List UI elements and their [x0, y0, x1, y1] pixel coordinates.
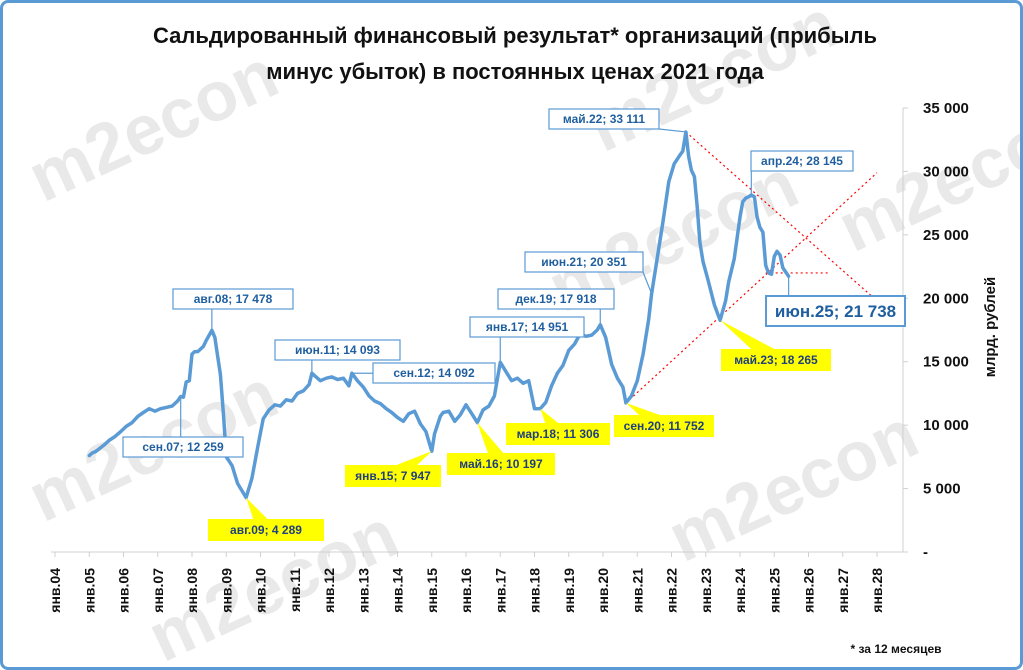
callout-label: авг.08; 17 478	[194, 292, 273, 306]
callout-box	[345, 465, 441, 487]
callout-label: дек.19; 17 918	[515, 292, 596, 306]
callout: авг.09; 4 289	[208, 497, 324, 541]
y-axis-ticks: - 5 000 10 000 15 000 20 000 25 000 30 000 35 0…	[903, 100, 969, 561]
x-tick-label: янв.18	[527, 568, 543, 613]
x-tick-label: янв.28	[869, 568, 885, 613]
x-tick-label: янв.05	[81, 568, 97, 613]
x-tick-label: янв.23	[698, 568, 714, 613]
x-tick-label: янв.20	[595, 568, 611, 613]
x-tick-label: янв.13	[355, 568, 371, 613]
x-tick-label: янв.19	[561, 568, 577, 613]
callout: авг.08; 17 478	[172, 288, 294, 331]
y-tick-label: 25 000	[923, 227, 969, 244]
callout: май.23; 18 265	[720, 320, 831, 371]
callout-label: июн.11; 14 093	[295, 343, 380, 357]
x-tick-label: янв.15	[424, 568, 440, 613]
callout-box	[469, 316, 585, 338]
callout-label: мар.18; 11 306	[517, 427, 600, 441]
callout-label: сен.07; 12 259	[142, 440, 224, 454]
callout-box	[497, 288, 615, 310]
series-line	[87, 130, 791, 500]
footnote: * за 12 месяцев	[851, 642, 942, 656]
x-tick-label: янв.25	[766, 568, 782, 613]
callout-box	[506, 423, 610, 445]
callout-label: май.22; 33 111	[563, 112, 645, 126]
callout: сен.07; 12 259	[122, 396, 244, 458]
x-axis-ticks: янв.04 янв.05 янв.06 янв.07 янв.08 янв.09 янв.…	[47, 552, 885, 613]
x-tick-label: янв.10	[253, 568, 269, 613]
callout-box	[548, 108, 660, 130]
x-tick-label: янв.14	[390, 568, 406, 613]
watermark-text: m2econ	[16, 34, 289, 217]
callout-leader	[658, 128, 686, 133]
callout-box	[614, 415, 714, 437]
callout-label: янв.17; 14 951	[486, 320, 569, 334]
callout: май.16; 10 197	[447, 422, 555, 475]
y-tick-label: 35 000	[923, 100, 969, 117]
x-tick-label: янв.04	[47, 568, 63, 613]
y-tick-label: -	[923, 544, 928, 561]
x-tick-label: янв.24	[732, 568, 748, 613]
callout: мар.18; 11 306	[506, 408, 610, 445]
y-tick-label: 20 000	[923, 290, 969, 307]
x-tick-label: янв.07	[150, 568, 166, 613]
callout: июн.21; 20 351	[524, 251, 653, 295]
callout: янв.15; 7 947	[345, 451, 441, 487]
callout: апр.24; 28 145	[750, 150, 854, 195]
callout-label: авг.09; 4 289	[230, 523, 302, 537]
x-tick-label: янв.16	[458, 568, 474, 613]
x-tick-label: янв.12	[321, 568, 337, 613]
x-tick-label: янв.21	[629, 568, 645, 613]
y-tick-label: 15 000	[923, 354, 969, 371]
callout-label: апр.24; 28 145	[761, 154, 843, 168]
x-tick-label: янв.22	[664, 568, 680, 613]
callout-label: июн.25; 21 738	[775, 302, 896, 321]
x-tick-label: янв.11	[287, 568, 303, 612]
callout-leader	[642, 271, 653, 295]
callout-box	[274, 339, 401, 361]
callout: июн.25; 21 738	[765, 276, 906, 327]
callout-box	[524, 251, 644, 273]
x-tick-label: янв.27	[835, 568, 851, 613]
x-tick-label: янв.06	[116, 568, 132, 613]
callout-box	[122, 436, 244, 458]
callout-label: май.23; 18 265	[734, 353, 818, 367]
callout-label: июн.21; 20 351	[541, 255, 627, 269]
callout: дек.19; 17 918	[497, 288, 615, 325]
callout-label: сен.12; 14 092	[393, 366, 475, 380]
callout-box	[172, 288, 294, 310]
y-tick-label: 5 000	[923, 481, 961, 498]
trend-lines	[625, 131, 878, 404]
x-tick-label: янв.17	[492, 568, 508, 613]
annotation-layer: авг.08; 17 478 сен.07; 12 259 авг.09; 4 28…	[122, 108, 906, 541]
x-tick-label: янв.08	[184, 568, 200, 613]
y-tick-label: 10 000	[923, 417, 969, 434]
callout-box	[447, 453, 555, 475]
y-tick-label: 30 000	[923, 163, 969, 180]
x-tick-label: янв.26	[801, 568, 817, 613]
y-axis-label: млрд. рублей	[982, 277, 999, 377]
callout: сен.20; 11 752	[614, 402, 714, 437]
callout-box	[208, 519, 324, 541]
callout-label: май.16; 10 197	[459, 457, 543, 471]
chart-title-line-2: минус убыток) в постоянных ценах 2021 го…	[266, 59, 764, 84]
callout-box	[372, 362, 496, 384]
callout-box	[721, 349, 831, 371]
callout-box	[750, 150, 854, 172]
callout: янв.17; 14 951	[469, 316, 585, 363]
callout-box	[765, 295, 906, 327]
x-tick-label: янв.09	[218, 568, 234, 613]
callout: май.22; 33 111	[548, 108, 686, 133]
axes	[51, 108, 904, 553]
trend-line	[625, 172, 878, 404]
callout: сен.12; 14 092	[351, 362, 496, 384]
callout: июн.11; 14 093	[274, 339, 401, 374]
chart-title-line-1: Сальдированный финансовый результат* орг…	[153, 23, 877, 48]
callout-label: янв.15; 7 947	[355, 469, 431, 483]
callout-label: сен.20; 11 752	[624, 419, 705, 433]
line-chart: m2econm2econm2econm2econm2econm2econm2ec…	[16, 3, 1020, 667]
